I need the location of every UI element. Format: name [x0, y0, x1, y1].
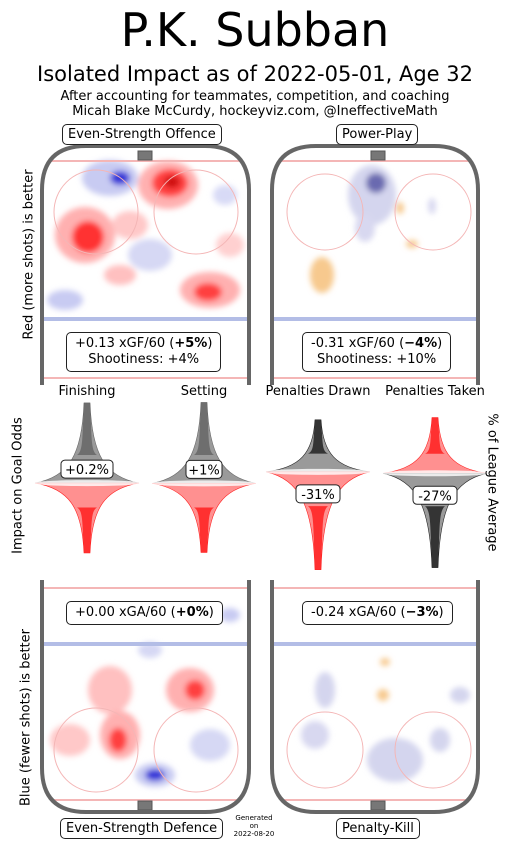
- violin-category-label-4: Penalties Taken: [385, 384, 485, 399]
- generated-date: 2022-08-20: [233, 830, 275, 838]
- violin-value-box-4: [412, 485, 458, 505]
- ev-offence-rate: +0.13 xGF/60 (: [75, 336, 175, 351]
- violin-median-3: [264, 468, 372, 475]
- violin-value-label-2: +1%: [188, 463, 220, 478]
- ev-defence-heatmap: [42, 587, 249, 801]
- penalty-kill-label: Penalty-Kill: [336, 818, 420, 839]
- violin-lower-core-2: [194, 507, 214, 553]
- ev-offence-shootiness: Shootiness: +4%: [88, 352, 200, 367]
- ev-offence-stat-box: +0.13 xGF/60 (+5%) Shootiness: +4%: [66, 332, 222, 372]
- ev-defence-label: Even-Strength Defence: [60, 818, 224, 839]
- power-play-pct: −4%: [404, 336, 438, 351]
- league-average-axis-label: % of League Average: [484, 413, 500, 552]
- power-play-rate: -0.31 xGF/60 (: [311, 336, 405, 351]
- fewer-shots-axis-label: Blue (fewer shots) is better: [18, 629, 34, 806]
- page-subtitle: Isolated Impact as of 2022-05-01, Age 32: [37, 62, 473, 86]
- violin-value-label-4: -27%: [418, 489, 452, 504]
- more-shots-axis-label: Red (more shots) is better: [21, 169, 37, 340]
- penalty-kill-heatmap: [272, 587, 478, 801]
- power-play-shootiness: Shootiness: +10%: [316, 352, 437, 367]
- violin-value-box-3: [295, 484, 341, 504]
- power-play-close: ): [437, 336, 443, 351]
- ev-offence-label: Even-Strength Offence: [62, 124, 222, 145]
- violin-category-label-3: Penalties Drawn: [266, 384, 371, 399]
- violin-value-box-1: [60, 459, 114, 479]
- ev-defence-close: ): [208, 605, 214, 620]
- power-play-stat-box: -0.31 xGF/60 (−4%) Shootiness: +10%: [302, 332, 452, 372]
- violin-median-1: [33, 480, 141, 487]
- violin-value-label-1: +0.2%: [65, 463, 109, 478]
- page-title: P.K. Subban: [120, 3, 390, 57]
- violin-lower-core-1: [77, 507, 97, 553]
- method-note: After accounting for teammates, competit…: [60, 89, 450, 104]
- ev-defence-stat-box: +0.00 xGA/60 (+0%): [66, 601, 223, 625]
- penalty-kill-stat-box: -0.24 xGA/60 (−3%): [302, 601, 453, 625]
- violin-upper-core-1: [77, 402, 97, 456]
- ev-offence-heatmap: [42, 160, 249, 379]
- ev-defence-pct: +0%: [175, 605, 209, 620]
- violin-upper-core-3: [308, 419, 328, 454]
- penalty-kill-pct: −3%: [405, 605, 439, 620]
- violin-lower-core-3: [308, 506, 328, 570]
- violin-value-label-3: -31%: [301, 488, 335, 503]
- violin-upper-core-4: [425, 417, 445, 454]
- violin-lower-core-4: [425, 506, 445, 568]
- penalty-kill-close: ): [438, 605, 444, 620]
- violin-value-box-2: [185, 459, 223, 479]
- generated-line1: Generated: [235, 814, 273, 822]
- power-play-heatmap: [272, 160, 478, 379]
- credit-note: Micah Blake McCurdy, hockeyviz.com, @Ine…: [72, 104, 438, 119]
- generated-line2: on: [249, 822, 259, 830]
- power-play-label: Power-Play: [336, 124, 419, 145]
- penalty-kill-rate: -0.24 xGA/60 (: [311, 605, 406, 620]
- violin-category-label-2: Setting: [181, 384, 228, 399]
- violin-upper-core-2: [194, 402, 214, 456]
- violin-median-2: [150, 480, 258, 487]
- ev-offence-pct: +5%: [174, 336, 208, 351]
- generated-note: Generated on 2022-08-20: [228, 814, 280, 838]
- violin-median-4: [381, 470, 489, 477]
- impact-axis-label: Impact on Goal Odds: [10, 417, 26, 554]
- ev-defence-rate: +0.00 xGA/60 (: [75, 605, 176, 620]
- violin-category-label-1: Finishing: [58, 384, 115, 399]
- ev-offence-close: ): [207, 336, 213, 351]
